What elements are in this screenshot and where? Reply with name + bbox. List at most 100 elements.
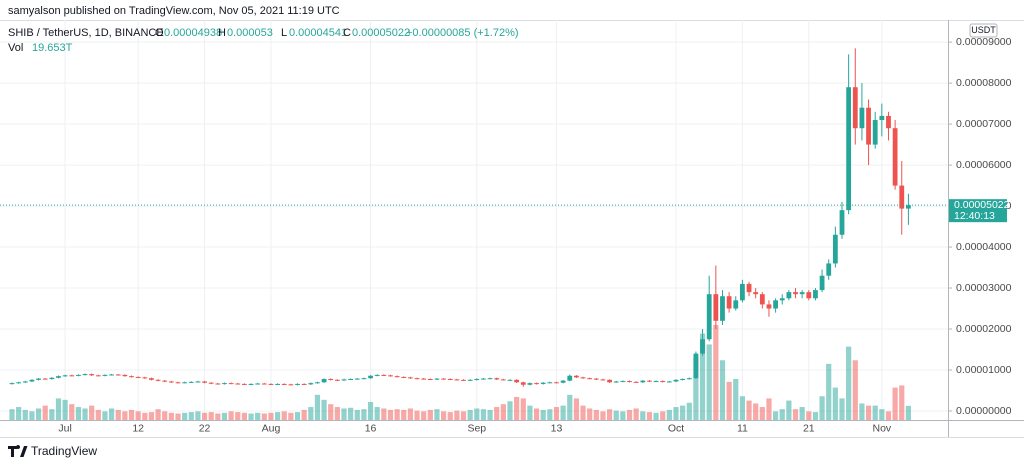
volume-bar bbox=[201, 412, 208, 420]
candle-body bbox=[56, 376, 61, 378]
volume-bar bbox=[348, 407, 354, 420]
volume-bar bbox=[341, 408, 347, 420]
volume-bar bbox=[699, 333, 706, 420]
volume-bar bbox=[792, 409, 799, 420]
y-tick-label: 0.00002000 bbox=[956, 323, 1012, 335]
candle-body bbox=[22, 381, 28, 383]
volume-bar bbox=[759, 407, 765, 420]
x-tick-label: 22 bbox=[199, 422, 211, 434]
volume-bar bbox=[686, 402, 692, 420]
ohlc-prefix: L bbox=[281, 27, 287, 39]
volume-bar bbox=[487, 409, 493, 420]
candle-body bbox=[195, 381, 201, 383]
volume-bar bbox=[89, 405, 95, 420]
candle-body bbox=[202, 381, 207, 383]
volume-bar bbox=[859, 403, 865, 420]
volume-bar bbox=[547, 409, 553, 420]
y-tick-label: 0.00001000 bbox=[956, 364, 1012, 376]
volume-bar bbox=[142, 412, 148, 420]
volume-bar bbox=[394, 409, 400, 420]
candle-body bbox=[168, 381, 174, 383]
y-tick-label: 0.00008000 bbox=[956, 77, 1012, 89]
candle-body bbox=[129, 376, 134, 378]
candle-body bbox=[42, 378, 48, 380]
y-tick-label: 0.00007000 bbox=[956, 118, 1012, 130]
candle-body bbox=[49, 377, 55, 380]
volume-bar bbox=[281, 411, 287, 420]
candle-body bbox=[673, 379, 679, 382]
volume-bar bbox=[49, 409, 55, 420]
volume-bar bbox=[414, 410, 420, 420]
volume-bar bbox=[719, 360, 726, 420]
volume-bar bbox=[241, 412, 247, 420]
volume-bar bbox=[766, 398, 772, 420]
candle-body bbox=[899, 185, 905, 209]
volume-bar bbox=[288, 412, 294, 420]
candle-body bbox=[527, 383, 533, 385]
volume-bar bbox=[294, 412, 301, 420]
candle-body bbox=[494, 378, 500, 380]
candle-body bbox=[700, 339, 705, 354]
volume-bar bbox=[401, 409, 407, 420]
volume-bar bbox=[646, 412, 653, 420]
high-value: 0.000053 bbox=[227, 27, 273, 39]
volume-bar bbox=[666, 409, 672, 420]
candle-body bbox=[155, 379, 161, 381]
candle-body bbox=[334, 379, 340, 381]
y-tick-label: 0.00006000 bbox=[956, 159, 1012, 171]
currency-box bbox=[969, 23, 998, 38]
volume-bar bbox=[321, 399, 327, 420]
candle-body bbox=[872, 120, 878, 145]
candle-body bbox=[660, 381, 666, 383]
candle-body bbox=[401, 376, 407, 378]
volume-bar bbox=[580, 405, 586, 420]
ohlc-prefix: C bbox=[343, 27, 351, 39]
volume-bar bbox=[334, 407, 340, 420]
candles bbox=[9, 48, 911, 387]
y-tick-label: 0.00000000 bbox=[956, 405, 1012, 417]
y-tick-label: 0.00003000 bbox=[956, 282, 1012, 294]
volume-bar bbox=[9, 409, 15, 420]
candle-body bbox=[846, 87, 852, 211]
volume-bar bbox=[361, 409, 367, 420]
volume-bar bbox=[553, 407, 560, 420]
candle-body bbox=[268, 383, 274, 385]
volume-bar bbox=[328, 404, 334, 420]
candle-body bbox=[89, 374, 95, 376]
candle-body bbox=[574, 375, 579, 378]
volume-bar bbox=[779, 409, 785, 420]
candle-body bbox=[832, 234, 838, 264]
volume-bar bbox=[839, 398, 845, 420]
x-tick-label: Aug bbox=[262, 422, 281, 434]
candle-body bbox=[826, 263, 832, 276]
candle-body bbox=[295, 383, 300, 385]
candle-body bbox=[242, 383, 247, 385]
candle-body bbox=[235, 383, 241, 385]
volume-bar bbox=[55, 398, 62, 420]
last-price-label: 0.00005022 bbox=[954, 199, 1010, 211]
volume-bar bbox=[673, 407, 679, 420]
volume-bar bbox=[128, 409, 135, 420]
volume-bar bbox=[812, 412, 819, 420]
candle-body bbox=[534, 383, 539, 385]
candle-body bbox=[680, 379, 686, 381]
candle-body bbox=[135, 376, 141, 378]
volume-bar bbox=[706, 344, 712, 420]
candle-body bbox=[441, 378, 446, 380]
candle-body bbox=[859, 107, 865, 129]
volume-bar bbox=[255, 412, 261, 420]
candle-body bbox=[122, 374, 128, 377]
x-tick-label: 13 bbox=[551, 422, 563, 434]
volume-bar bbox=[494, 407, 500, 420]
volume-bar bbox=[573, 398, 579, 420]
candle-body bbox=[394, 376, 400, 378]
candle-body bbox=[666, 381, 672, 383]
volume-bar bbox=[613, 410, 619, 420]
volume-bar bbox=[799, 407, 805, 420]
open-value: 0.00004938 bbox=[164, 27, 222, 39]
candle-body bbox=[308, 383, 314, 385]
volume-bar bbox=[852, 360, 858, 420]
volume-bar bbox=[102, 411, 108, 420]
volume-bar bbox=[42, 405, 48, 420]
volume-name: Vol bbox=[8, 42, 23, 54]
